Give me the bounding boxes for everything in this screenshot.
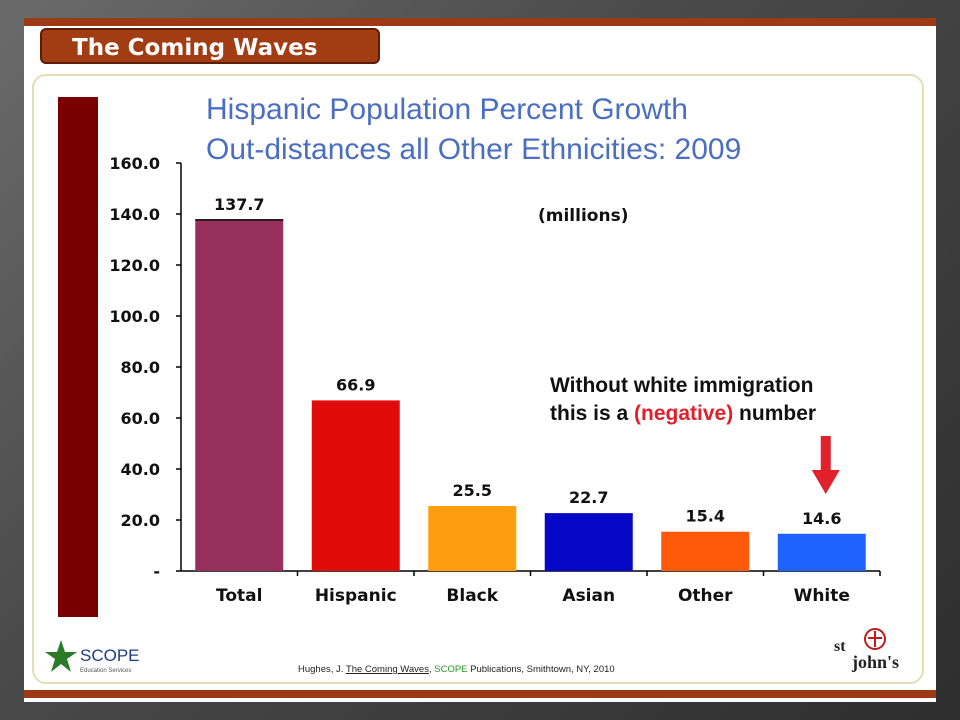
scope-logo-name: SCOPE — [80, 646, 140, 665]
bar-value-label: 15.4 — [686, 507, 725, 526]
citation-book: The Coming Waves — [345, 664, 429, 675]
y-tick-label: 40.0 — [121, 460, 160, 479]
x-category-label: White — [794, 586, 850, 606]
scope-logo: SCOPE Education Services — [44, 638, 164, 678]
arrow-shaft — [820, 436, 831, 472]
chart-title-line-1: Hispanic Population Percent Growth — [206, 93, 688, 126]
top-rule — [24, 18, 936, 26]
crest-icon — [864, 628, 886, 650]
y-tick-label: 60.0 — [121, 409, 160, 428]
annotation-line-2: this is a (negative) number — [550, 400, 890, 428]
bar — [428, 505, 517, 571]
y-tick-label: - — [153, 562, 160, 581]
chart-title: Hispanic Population Percent Growth Out-d… — [206, 90, 886, 170]
x-category-label: Hispanic — [315, 586, 397, 606]
units-label: (millions) — [538, 206, 629, 226]
x-category-label: Total — [216, 586, 262, 606]
scope-star-icon — [45, 640, 77, 672]
scope-logo-subtitle: Education Services — [80, 668, 132, 674]
decorative-side-bar — [58, 97, 98, 617]
x-category-label: Asian — [562, 586, 615, 606]
arrow-head-icon — [811, 470, 840, 494]
annotation-prefix: this is a — [550, 402, 635, 425]
bar-value-label: 137.7 — [214, 195, 265, 214]
y-tick-label: 80.0 — [121, 358, 160, 377]
bottom-rule — [24, 690, 936, 698]
bar — [661, 531, 750, 571]
citation: Hughes, J. The Coming Waves, SCOPE Publi… — [298, 664, 615, 675]
bar-value-label: 22.7 — [569, 488, 608, 507]
y-tick-label: 100.0 — [109, 307, 160, 326]
x-category-label: Black — [446, 586, 498, 606]
y-tick-label: 160.0 — [109, 154, 160, 173]
annotation-negative: (negative) — [634, 402, 734, 425]
st-johns-logo-johns: john's — [852, 652, 900, 672]
citation-publisher: SCOPE — [434, 664, 468, 675]
citation-author: Hughes, J. — [298, 664, 346, 675]
y-tick-label: 20.0 — [121, 511, 160, 530]
st-johns-logo: st john's — [828, 624, 916, 680]
citation-rest: Publications, Smithtown, NY, 2010 — [467, 664, 615, 675]
st-johns-logo-st: st — [834, 638, 846, 655]
bar — [195, 219, 284, 572]
bar-value-label: 14.6 — [802, 509, 841, 528]
y-tick-label: 120.0 — [109, 256, 160, 275]
slide-title: The Coming Waves — [40, 28, 380, 64]
annotation-line-1: Without white immigration — [550, 374, 814, 397]
x-category-label: Other — [678, 586, 733, 606]
annotation-suffix: number — [733, 402, 817, 425]
bar — [777, 533, 866, 571]
bar — [311, 400, 400, 571]
chart-annotation: Without white immigration this is a (neg… — [550, 372, 890, 428]
bar-value-label: 66.9 — [336, 375, 375, 394]
bar-value-label: 25.5 — [453, 481, 492, 500]
bar — [544, 513, 633, 571]
citation-separator: , — [428, 664, 435, 675]
chart-title-line-2: Out-distances all Other Ethnicities: 200… — [206, 133, 742, 166]
y-tick-label: 140.0 — [109, 205, 160, 224]
